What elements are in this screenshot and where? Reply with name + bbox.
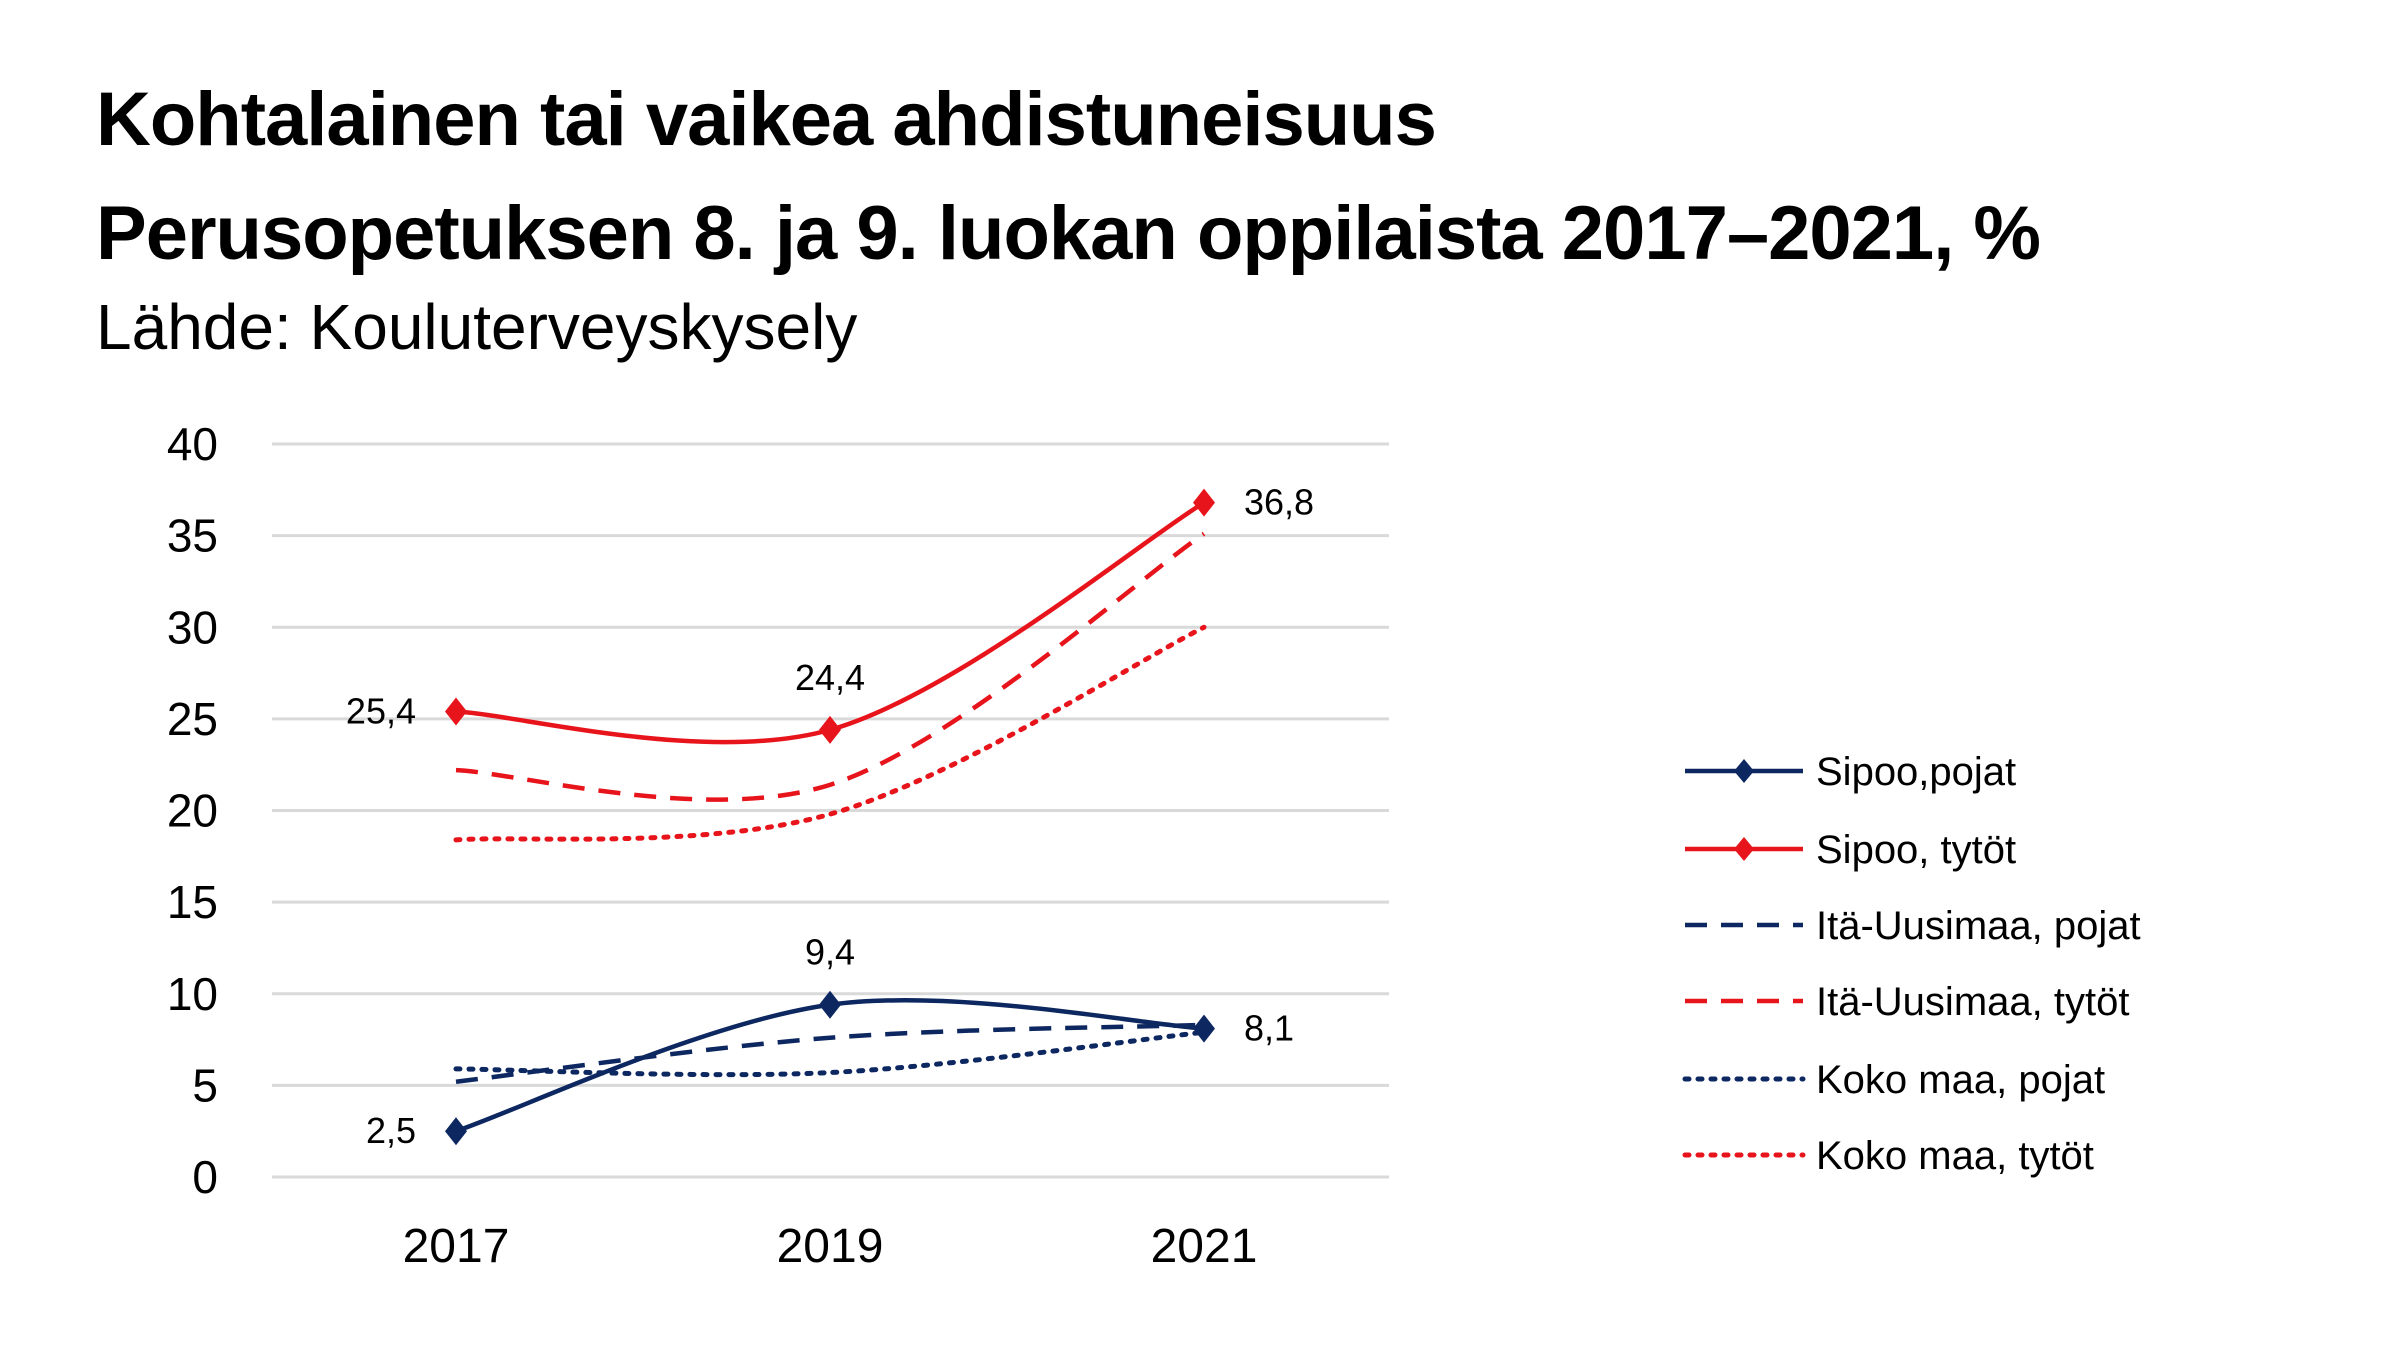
- series-line-5: [453, 624, 1207, 843]
- series-line-4: [453, 1029, 1207, 1078]
- data-label: 8,1: [1244, 1008, 1294, 1049]
- data-label: 36,8: [1244, 482, 1314, 523]
- chart-title: Kohtalainen tai vaikea ahdistuneisuus: [96, 77, 1437, 162]
- x-tick-label: 2017: [403, 1220, 510, 1273]
- legend-label: Koko maa, tytöt: [1816, 1134, 2094, 1178]
- data-point-marker: [819, 715, 841, 744]
- y-tick-label: 10: [167, 968, 218, 1020]
- chart-subtitle: Perusopetuksen 8. ja 9. luokan oppilaist…: [96, 191, 2041, 276]
- x-tick-label: 2019: [777, 1220, 884, 1273]
- x-tick-label: 2021: [1151, 1220, 1258, 1273]
- data-label: 24,4: [795, 657, 865, 698]
- y-tick-label: 35: [167, 510, 218, 562]
- y-tick-label: 15: [167, 876, 218, 928]
- y-tick-label: 30: [167, 601, 218, 653]
- series-line-2: [455, 1022, 1205, 1084]
- legend-label: Sipoo, tytöt: [1816, 828, 2016, 872]
- data-point-marker: [1193, 488, 1215, 517]
- series-line-3: [455, 531, 1206, 802]
- y-tick-label: 5: [192, 1059, 218, 1111]
- legend-label: Koko maa, pojat: [1816, 1058, 2105, 1102]
- data-label: 2,5: [366, 1110, 416, 1151]
- data-point-marker: [445, 697, 467, 726]
- legend-label: Sipoo,pojat: [1816, 750, 2016, 794]
- legend-label: Itä-Uusimaa, pojat: [1816, 904, 2141, 948]
- y-tick-label: 0: [192, 1151, 218, 1203]
- data-point-marker: [819, 990, 841, 1019]
- legend-marker: [1734, 837, 1754, 861]
- legend-marker: [1734, 759, 1754, 783]
- data-point-marker: [1193, 1014, 1215, 1043]
- y-tick-label: 25: [167, 693, 218, 745]
- chart-source: Lähde: Kouluterveyskysely: [96, 291, 858, 363]
- y-tick-label: 20: [167, 785, 218, 837]
- legend-label: Itä-Uusimaa, tytöt: [1816, 980, 2129, 1024]
- data-label: 25,4: [346, 691, 416, 732]
- y-tick-label: 40: [167, 418, 218, 470]
- data-label: 9,4: [805, 932, 855, 973]
- data-point-marker: [445, 1117, 467, 1146]
